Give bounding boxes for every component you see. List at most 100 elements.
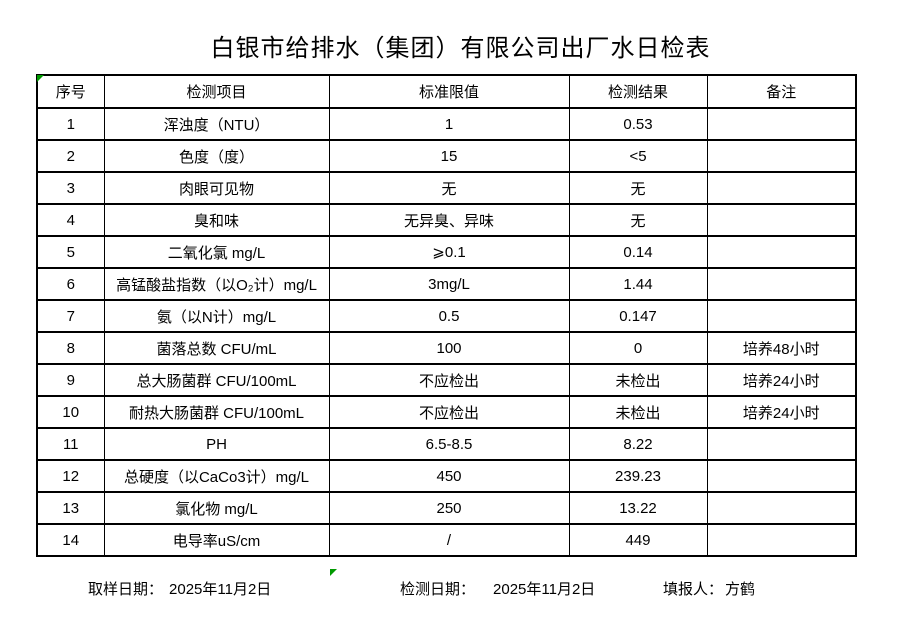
cell-result: 无 [568,171,708,205]
cell-remark [706,203,857,237]
cell-result: 0.147 [568,299,708,333]
cell-item: 肉眼可见物 [103,171,330,205]
cell-remark [706,171,857,205]
table-row: 11 PH 6.5-8.5 8.22 [36,427,857,461]
cell-remark [706,491,857,525]
cell-item: 总大肠菌群 CFU/100mL [103,363,330,397]
cell-index: 13 [36,491,105,525]
table-row: 4 臭和味 无异臭、异味 无 [36,203,857,237]
sampling-date-label: 取样日期： [88,581,164,598]
table-row: 6 高锰酸盐指数（以O₂计）mg/L 3mg/L 1.44 [36,267,857,301]
cell-result: 239.23 [568,459,708,493]
reporter-label: 填报人： [663,581,724,598]
table-body: 1 浑浊度（NTU） 1 0.53 2 色度（度） 15 <5 3 肉眼可见物 … [36,107,857,557]
cell-limit: 0.5 [328,299,570,333]
cell-remark [706,107,857,141]
col-header-remark: 备注 [706,74,857,109]
cell-index: 4 [36,203,105,237]
cell-item: 氯化物 mg/L [103,491,330,525]
table-row: 13 氯化物 mg/L 250 13.22 [36,491,857,525]
cell-result: 8.22 [568,427,708,461]
cell-remark: 培养24小时 [706,395,857,429]
cell-item: 氨（以N计）mg/L [103,299,330,333]
col-header-index: 序号 [36,74,105,109]
cell-index: 3 [36,171,105,205]
cell-item: 菌落总数 CFU/mL [103,331,330,365]
cell-remark: 培养24小时 [706,363,857,397]
green-corner-triangle-icon [37,75,44,82]
cell-limit: 6.5-8.5 [328,427,570,461]
table-row: 1 浑浊度（NTU） 1 0.53 [36,107,857,141]
cell-item: 电导率uS/cm [103,523,330,557]
cell-result: 13.22 [568,491,708,525]
cell-result: 0.53 [568,107,708,141]
cell-index: 1 [36,107,105,141]
daily-inspection-table: 序号 检测项目 标准限值 检测结果 备注 1 浑浊度（NTU） 1 0.53 2… [36,74,857,557]
cell-item: PH [103,427,330,461]
cell-result: <5 [568,139,708,173]
cell-limit: 250 [328,491,570,525]
cell-index: 7 [36,299,105,333]
cell-limit: 无异臭、异味 [328,203,570,237]
table-row: 10 耐热大肠菌群 CFU/100mL 不应检出 未检出 培养24小时 [36,395,857,429]
cell-limit: ⩾0.1 [328,235,570,269]
cell-limit: 3mg/L [328,267,570,301]
test-date-line: 检测日期： 2025年11月2日 [400,578,595,599]
cell-remark [706,139,857,173]
col-header-item: 检测项目 [103,74,330,109]
cell-index: 9 [36,363,105,397]
reporter-name: 方鹤 [725,581,756,598]
cell-remark [706,459,857,493]
cell-item: 总硬度（以CaCo3计）mg/L [103,459,330,493]
green-corner-triangle-icon [330,569,337,576]
cell-index: 8 [36,331,105,365]
cell-index: 14 [36,523,105,557]
cell-remark [706,427,857,461]
cell-item: 臭和味 [103,203,330,237]
cell-limit: 450 [328,459,570,493]
cell-result: 未检出 [568,395,708,429]
sampling-date-value: 2025年11月2日 [169,581,272,598]
cell-result: 无 [568,203,708,237]
cell-index: 10 [36,395,105,429]
col-header-limit: 标准限值 [328,74,570,109]
page-title: 白银市给排水（集团）有限公司出厂水日检表 [210,35,711,62]
sampling-date-line: 取样日期： 2025年11月2日 [88,578,271,599]
table-row: 8 菌落总数 CFU/mL 100 0 培养48小时 [36,331,857,365]
table-row: 5 二氧化氯 mg/L ⩾0.1 0.14 [36,235,857,269]
cell-result: 1.44 [568,267,708,301]
cell-index: 5 [36,235,105,269]
cell-index: 11 [36,427,105,461]
cell-result: 0.14 [568,235,708,269]
table-row: 3 肉眼可见物 无 无 [36,171,857,205]
cell-limit: 不应检出 [328,363,570,397]
cell-remark [706,523,857,557]
cell-remark [706,267,857,301]
cell-remark [706,299,857,333]
cell-limit: 15 [328,139,570,173]
col-header-result: 检测结果 [568,74,708,109]
table-row: 7 氨（以N计）mg/L 0.5 0.147 [36,299,857,333]
cell-remark [706,235,857,269]
table-row: 14 电导率uS/cm / 449 [36,523,857,557]
cell-item: 高锰酸盐指数（以O₂计）mg/L [103,267,330,301]
test-date-value: 2025年11月2日 [493,581,596,598]
cell-limit: 100 [328,331,570,365]
table-row: 12 总硬度（以CaCo3计）mg/L 450 239.23 [36,459,857,493]
cell-index: 6 [36,267,105,301]
cell-item: 二氧化氯 mg/L [103,235,330,269]
cell-index: 12 [36,459,105,493]
cell-limit: 不应检出 [328,395,570,429]
table-row: 2 色度（度） 15 <5 [36,139,857,173]
cell-limit: / [328,523,570,557]
test-date-label: 检测日期： [400,581,476,598]
cell-item: 耐热大肠菌群 CFU/100mL [103,395,330,429]
cell-limit: 无 [328,171,570,205]
cell-remark: 培养48小时 [706,331,857,365]
cell-index: 2 [36,139,105,173]
header-row: 序号 检测项目 标准限值 检测结果 备注 [36,74,857,109]
cell-item: 色度（度） [103,139,330,173]
table-row: 9 总大肠菌群 CFU/100mL 不应检出 未检出 培养24小时 [36,363,857,397]
cell-result: 0 [568,331,708,365]
